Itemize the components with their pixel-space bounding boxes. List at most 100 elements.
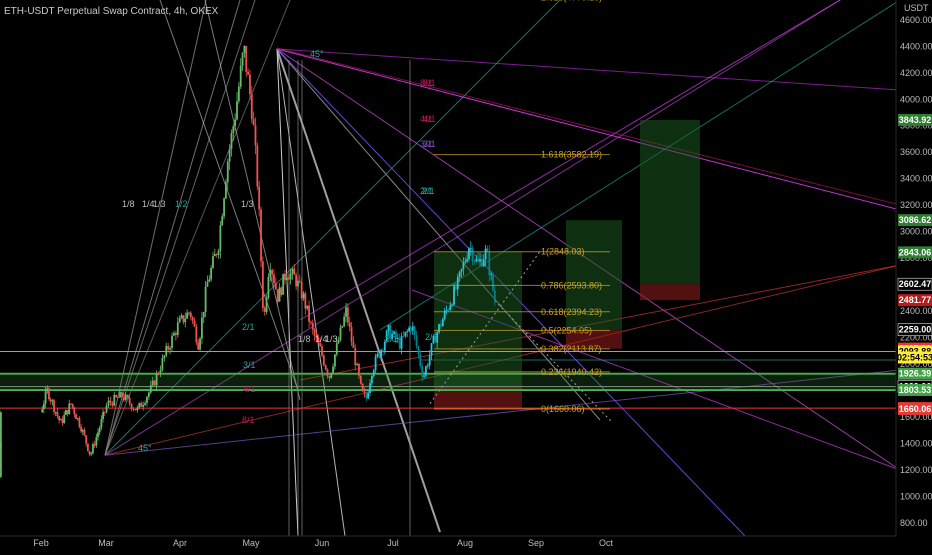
- candle-body: [492, 274, 494, 291]
- candle: [64, 409, 67, 416]
- candle-body: [121, 392, 123, 398]
- gann-ratio-label: 1/8: [122, 199, 135, 209]
- trend-ray: [276, 47, 901, 206]
- candle: [471, 245, 474, 266]
- candle: [199, 336, 201, 353]
- candle-body: [234, 119, 237, 127]
- candle: [287, 274, 290, 280]
- price-badge: 2843.06: [898, 246, 932, 259]
- candle-body: [48, 388, 50, 400]
- candle-body: [53, 400, 55, 412]
- candle: [0, 452, 2, 461]
- candle: [215, 253, 218, 258]
- gann-fan-line: [104, 0, 841, 456]
- candle-body: [136, 407, 139, 411]
- candle-body: [411, 326, 414, 331]
- candle: [297, 276, 299, 292]
- candle: [0, 425, 2, 435]
- candle-body: [258, 186, 261, 210]
- candle-body: [140, 402, 143, 407]
- candle: [484, 244, 487, 267]
- candle-body: [363, 391, 366, 394]
- gann-fan-line: [276, 48, 901, 211]
- candle: [374, 353, 377, 374]
- gann-ratio-label: 3/1: [243, 360, 256, 370]
- candle: [271, 268, 274, 282]
- candle-body: [44, 391, 47, 404]
- gann-fan-line: [276, 48, 441, 533]
- candle-body: [466, 259, 469, 262]
- candle-body: [206, 281, 209, 287]
- candle-body: [395, 331, 397, 340]
- candle: [140, 401, 143, 407]
- candle-body: [462, 262, 465, 269]
- candle-body: [178, 317, 181, 323]
- candle: [339, 324, 342, 342]
- candle: [228, 144, 231, 171]
- candle: [393, 330, 395, 335]
- candle-body: [361, 383, 364, 392]
- candle: [119, 389, 121, 398]
- candle-body: [232, 126, 235, 134]
- candle-body: [310, 321, 312, 323]
- candle: [163, 354, 166, 362]
- candle: [274, 277, 277, 290]
- candle-body: [419, 354, 422, 367]
- candle: [423, 371, 425, 380]
- gann-fan-line: [276, 48, 601, 421]
- candle-body: [404, 331, 407, 337]
- candle-body: [415, 335, 418, 347]
- price-tick-label: 3200.00: [900, 200, 932, 210]
- candle: [258, 180, 261, 217]
- time-tick-label: Apr: [173, 538, 187, 548]
- candle: [81, 428, 84, 436]
- price-badge-label: 1803.53: [899, 385, 932, 395]
- candle: [59, 418, 62, 421]
- gann-fan-line: [104, 0, 207, 456]
- candle-body: [396, 337, 399, 340]
- candle: [269, 262, 272, 282]
- candle-body: [443, 310, 446, 320]
- candle: [350, 321, 353, 346]
- gann-labels-layer: 1/8 1/41/3 1/2 1/32/13/14/18/145°45°1/8 1/41…: [122, 49, 438, 453]
- candle: [239, 58, 242, 89]
- candle-body: [438, 324, 440, 333]
- candle-body: [213, 254, 216, 257]
- candle-body: [68, 403, 71, 415]
- price-axis-background[interactable]: [896, 0, 932, 550]
- price-badge-bg: [898, 367, 932, 380]
- candle: [111, 400, 114, 408]
- candle-body: [186, 312, 189, 319]
- candle-body: [341, 326, 344, 328]
- candle-body: [0, 436, 2, 447]
- candle-body: [180, 315, 183, 318]
- candle: [250, 85, 253, 124]
- candle: [252, 111, 255, 126]
- candle: [280, 286, 283, 297]
- candle-body: [451, 304, 454, 306]
- candle-body: [70, 403, 72, 405]
- candle-body: [440, 324, 442, 327]
- price-tick-label: 1400.00: [900, 438, 932, 448]
- price-badge-label: 2843.06: [899, 247, 932, 257]
- candle-body: [167, 346, 170, 350]
- candle-body: [273, 274, 275, 284]
- time-tick-label: Mar: [98, 538, 114, 548]
- candle: [263, 305, 266, 316]
- candle-body: [83, 429, 86, 436]
- price-tick-label: 4600.00: [900, 15, 932, 25]
- gann-fan-line: [276, 48, 901, 91]
- candle: [97, 428, 99, 441]
- candle-body: [173, 333, 175, 336]
- candle-body: [425, 366, 427, 376]
- trend-ray: [204, 0, 301, 401]
- candle: [291, 266, 294, 280]
- candle-body: [105, 405, 108, 412]
- fib-levels-layer: 2.618(4770.16) 1.618(3582.19) 1(2848.03) 0.…: [434, 0, 610, 414]
- candle-body: [423, 375, 425, 377]
- candle-body: [319, 343, 322, 347]
- time-axis[interactable]: Feb Mar Apr May Jun Jul Aug Sep Oct: [33, 538, 613, 548]
- price-tick-label: 3000.00: [900, 227, 932, 237]
